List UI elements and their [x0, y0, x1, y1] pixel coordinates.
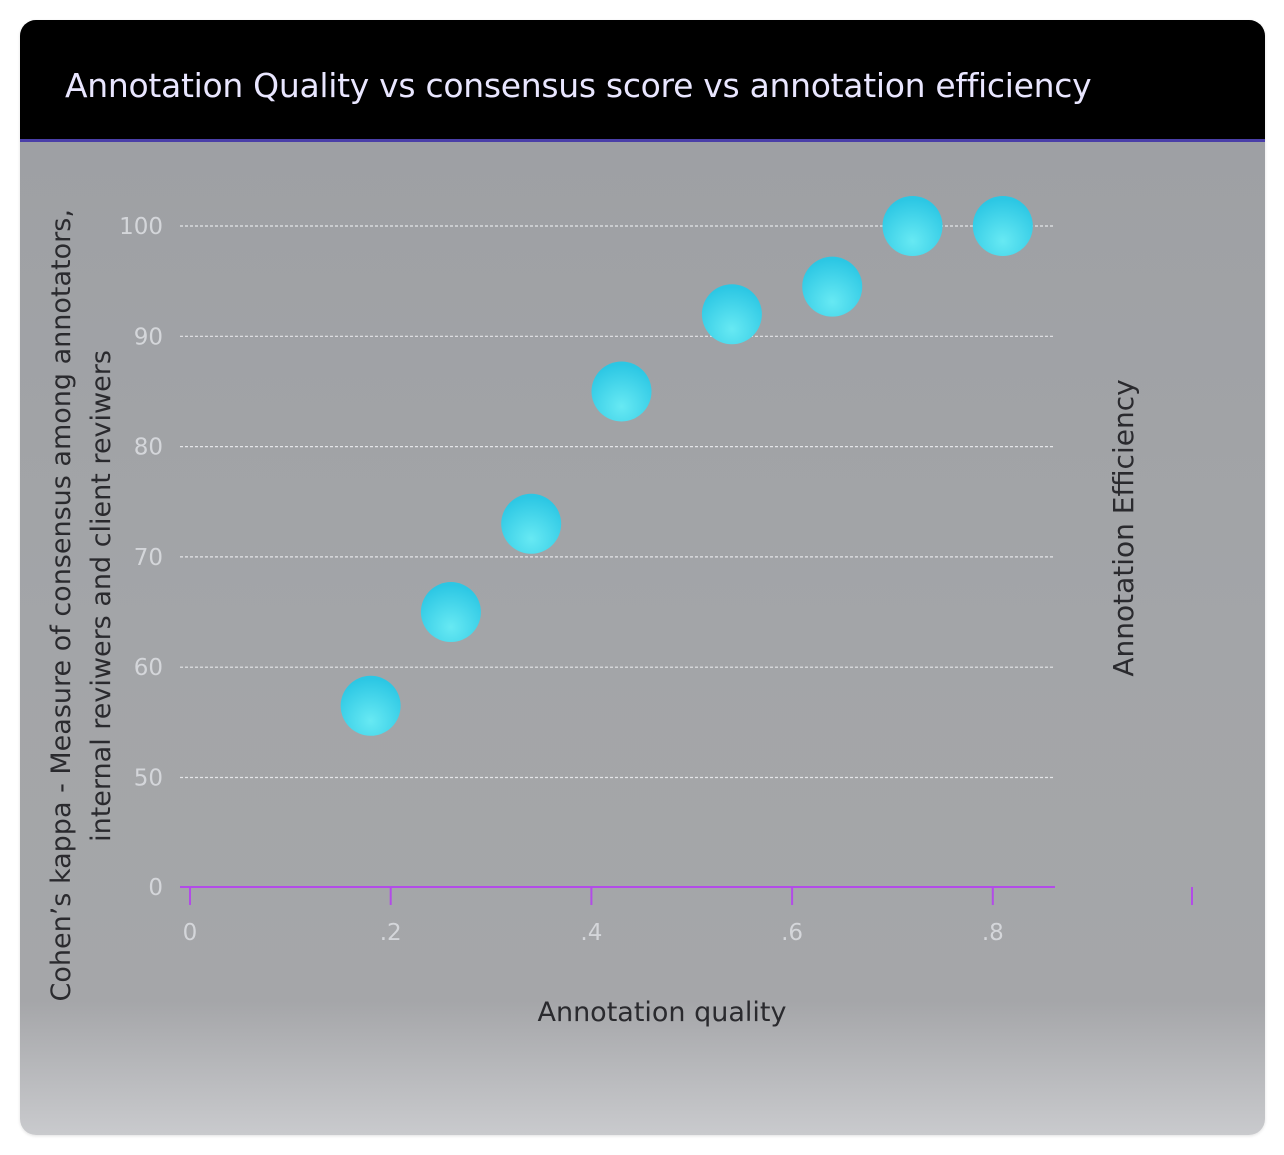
data-point	[701, 284, 762, 345]
x-tick-labels: 0 .2 .4 .6 .8	[183, 887, 1004, 946]
y-tick-label-50: 50	[134, 766, 163, 792]
data-point	[340, 675, 401, 736]
y-tick-label-70: 70	[134, 545, 163, 571]
y-tick-label-80: 80	[134, 435, 163, 461]
y-tick-label-0: 0	[148, 875, 163, 901]
y-axis-label-line-1: Cohen’s kappa - Measure of consensus amo…	[46, 209, 77, 1001]
y-tick-label-100: 100	[119, 214, 163, 240]
chart-card: Annotation Quality vs consensus score vs…	[20, 20, 1265, 1135]
y-tick-label-60: 60	[134, 655, 163, 681]
y-tick-label-90: 90	[134, 324, 163, 350]
data-point	[802, 256, 863, 317]
x-axis-label: Annotation quality	[537, 997, 786, 1028]
y-tick-labels: 0 50 60 70 80 90 100	[119, 214, 163, 901]
data-point	[420, 582, 481, 643]
data-point	[591, 361, 652, 422]
data-point	[501, 493, 562, 554]
chart-header: Annotation Quality vs consensus score vs…	[20, 20, 1265, 142]
chart-title: Annotation Quality vs consensus score vs…	[65, 66, 1092, 105]
data-points	[340, 196, 1033, 736]
axes	[180, 886, 1193, 905]
grid-lines	[180, 225, 1055, 779]
data-point	[882, 196, 943, 256]
x-tick-label-.2: .2	[380, 920, 402, 946]
x-tick-label-0: 0	[183, 920, 198, 946]
data-point	[972, 196, 1033, 256]
x-tick-label-.4: .4	[580, 920, 602, 946]
y2-axis-label: Annotation Efficiency	[1107, 379, 1140, 676]
x-tick-label-.8: .8	[982, 920, 1004, 946]
x-tick-label-.6: .6	[781, 920, 803, 946]
y-axis-label: Cohen’s kappa - Measure of consensus amo…	[46, 201, 117, 1002]
y-axis-label-line-2: internal reviwers and client reviwers	[86, 350, 117, 842]
